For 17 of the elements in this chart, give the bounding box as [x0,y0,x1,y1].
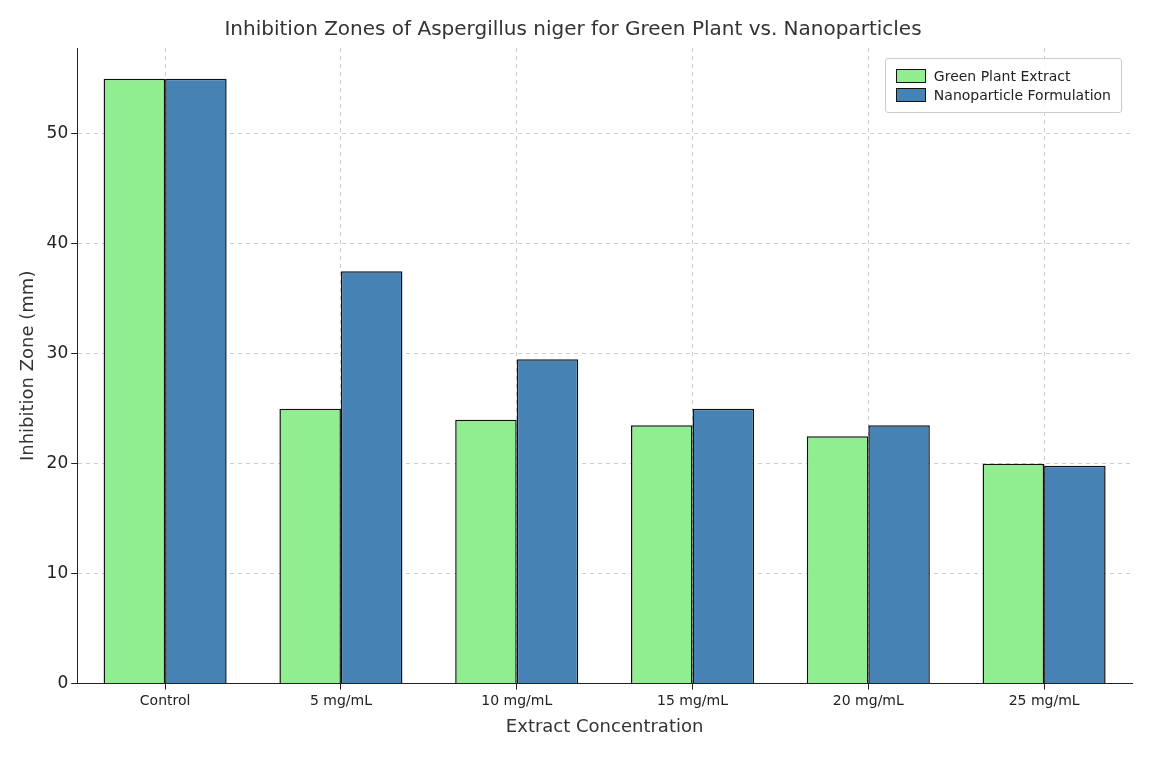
x-tick-label: 10 mg/mL [481,691,553,708]
chart-title: Inhibition Zones of Aspergillus niger for Green Plant vs. Nanoparticles [224,16,922,41]
y-tick-label: 10 [46,562,69,583]
y-axis-title: Inhibition Zone (mm) [16,270,38,462]
x-tick-label: 20 mg/mL [832,691,904,708]
x-axis-title: Extract Concentration [505,714,704,736]
y-tick-label: 30 [46,342,69,363]
x-tick-label: 15 mg/mL [657,691,729,708]
y-tick-label: 40 [46,232,69,253]
x-tick-label: 25 mg/mL [1008,691,1080,708]
legend-label: Green Plant Extract [933,68,1071,84]
y-tick-label: 0 [57,672,69,693]
x-tick-label: Control [139,691,191,708]
y-tick-label: 20 [46,452,69,473]
legend-label: Nanoparticle Formulation [933,87,1111,103]
y-tick-label: 50 [46,122,69,143]
x-tick-label: 5 mg/mL [309,691,373,708]
